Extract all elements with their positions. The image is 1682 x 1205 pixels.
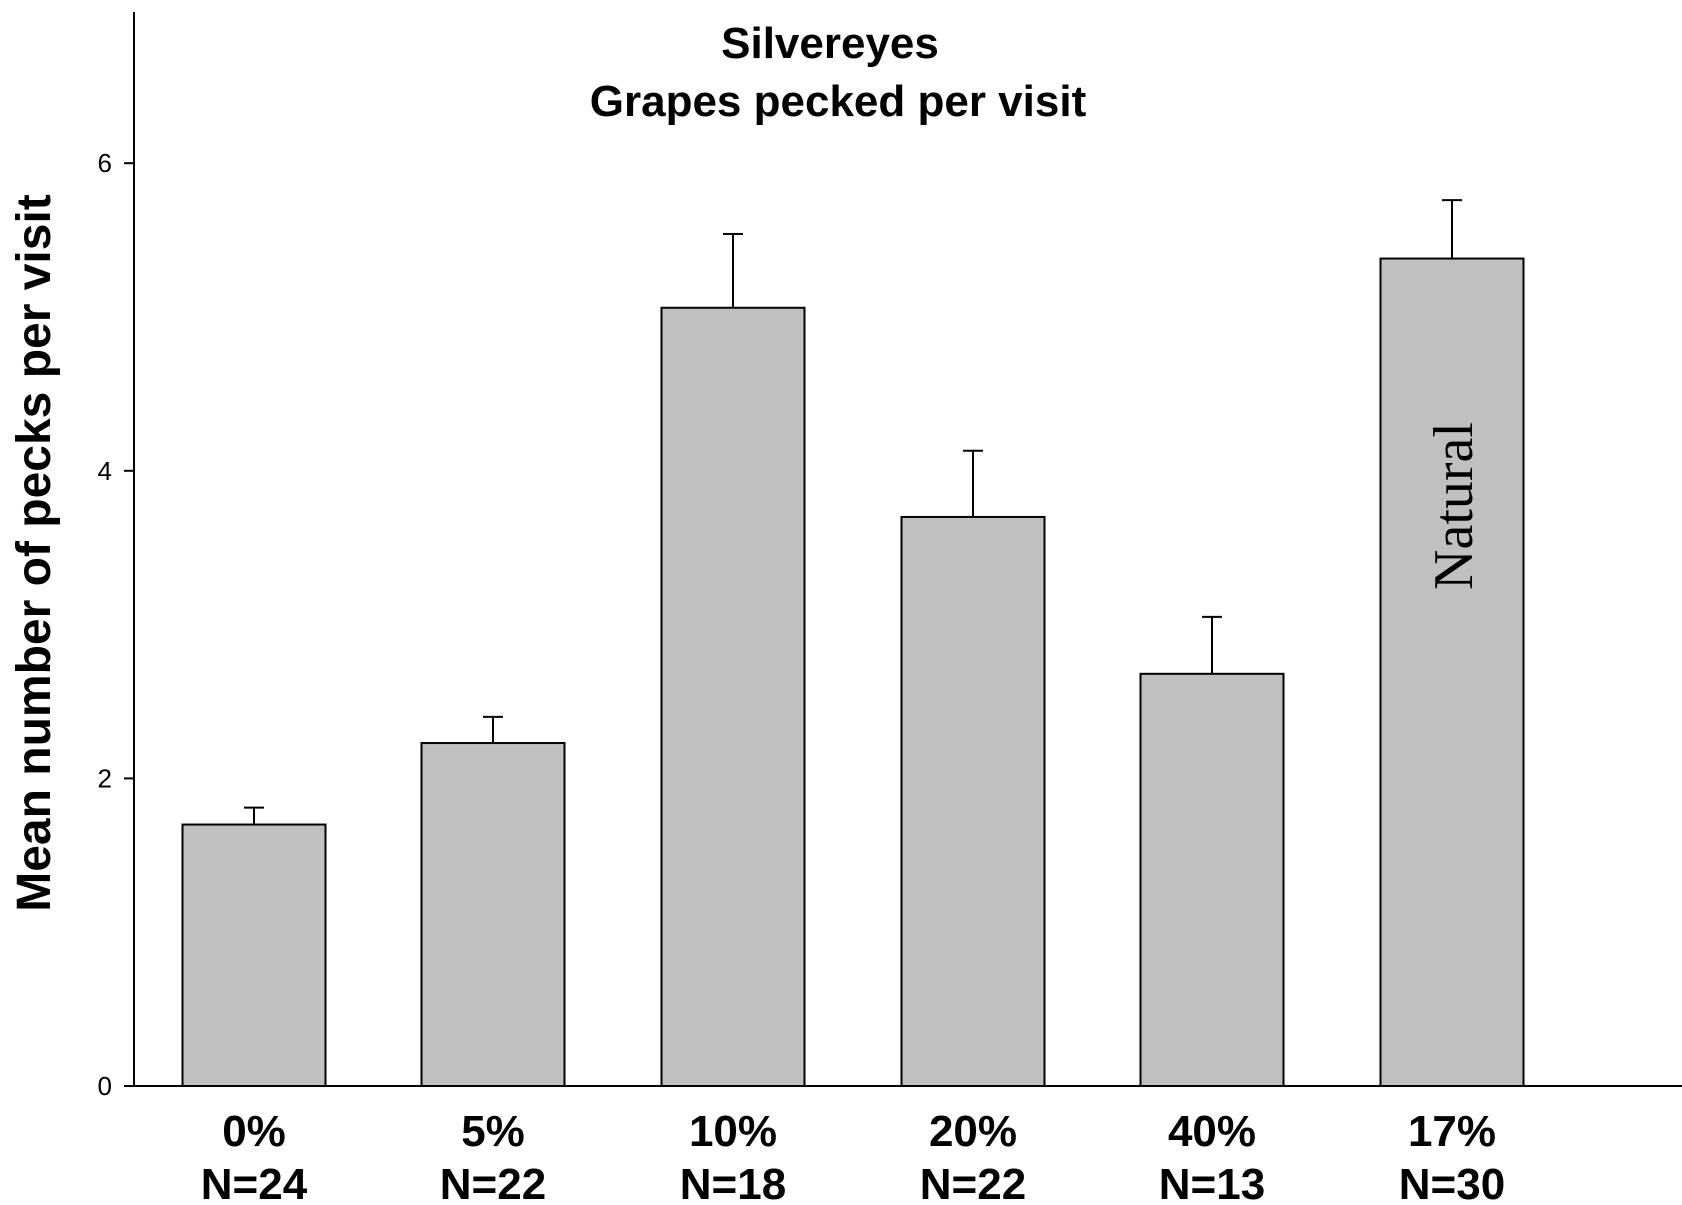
x-tick-sample-size: N=18 [680,1160,786,1205]
x-tick-label: 5% [461,1107,525,1156]
x-tick-sample-size: N=22 [920,1160,1026,1205]
error-bar [244,806,264,825]
error-bars [244,199,1462,825]
bar-annotation-label: Natural [1423,422,1485,590]
x-tick-sample-size: N=30 [1399,1160,1505,1205]
y-tick-label: 0 [98,1071,112,1101]
y-tick-label: 6 [98,148,112,178]
x-tick-label: 10% [689,1107,777,1156]
chart-title-group: Silvereyes Grapes pecked per visit [590,19,1087,126]
bar [900,515,1046,1087]
error-bar [1202,615,1222,674]
x-tick-label: 40% [1168,1107,1256,1156]
x-tick-label: 17% [1408,1107,1496,1156]
error-bar [723,232,743,308]
x-tick-label: 20% [929,1107,1017,1156]
x-tick-sample-size: N=22 [440,1160,546,1205]
x-tick-sample-size: N=24 [201,1160,308,1205]
bar [660,306,806,1088]
chart-title: Silvereyes [721,19,939,68]
error-bar [1442,199,1462,259]
y-axis-label: Mean number of pecks per visit [8,194,61,912]
bar [420,742,566,1087]
bar [1379,257,1525,1087]
y-ticks: 0 2 4 6 [98,148,134,1101]
error-bar [483,715,503,744]
x-tick-sample-size: N=13 [1159,1160,1265,1205]
bar [1139,672,1285,1087]
error-bar [963,449,983,517]
bars [181,257,1525,1088]
x-tick-label: 0% [222,1107,286,1156]
y-tick-label: 4 [98,456,112,486]
bar-annotations: Natural [1423,422,1485,590]
bar [181,823,327,1087]
y-tick-label: 2 [98,763,112,793]
chart-subtitle: Grapes pecked per visit [590,77,1087,126]
